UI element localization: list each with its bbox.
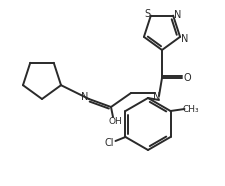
Text: S: S: [145, 9, 151, 19]
Text: N: N: [153, 92, 161, 102]
Text: Cl: Cl: [105, 138, 114, 148]
Text: OH: OH: [108, 118, 122, 126]
Text: N: N: [174, 10, 182, 20]
Text: O: O: [183, 73, 191, 83]
Text: CH₃: CH₃: [182, 105, 199, 113]
Text: N: N: [81, 92, 89, 102]
Text: N: N: [181, 34, 189, 44]
